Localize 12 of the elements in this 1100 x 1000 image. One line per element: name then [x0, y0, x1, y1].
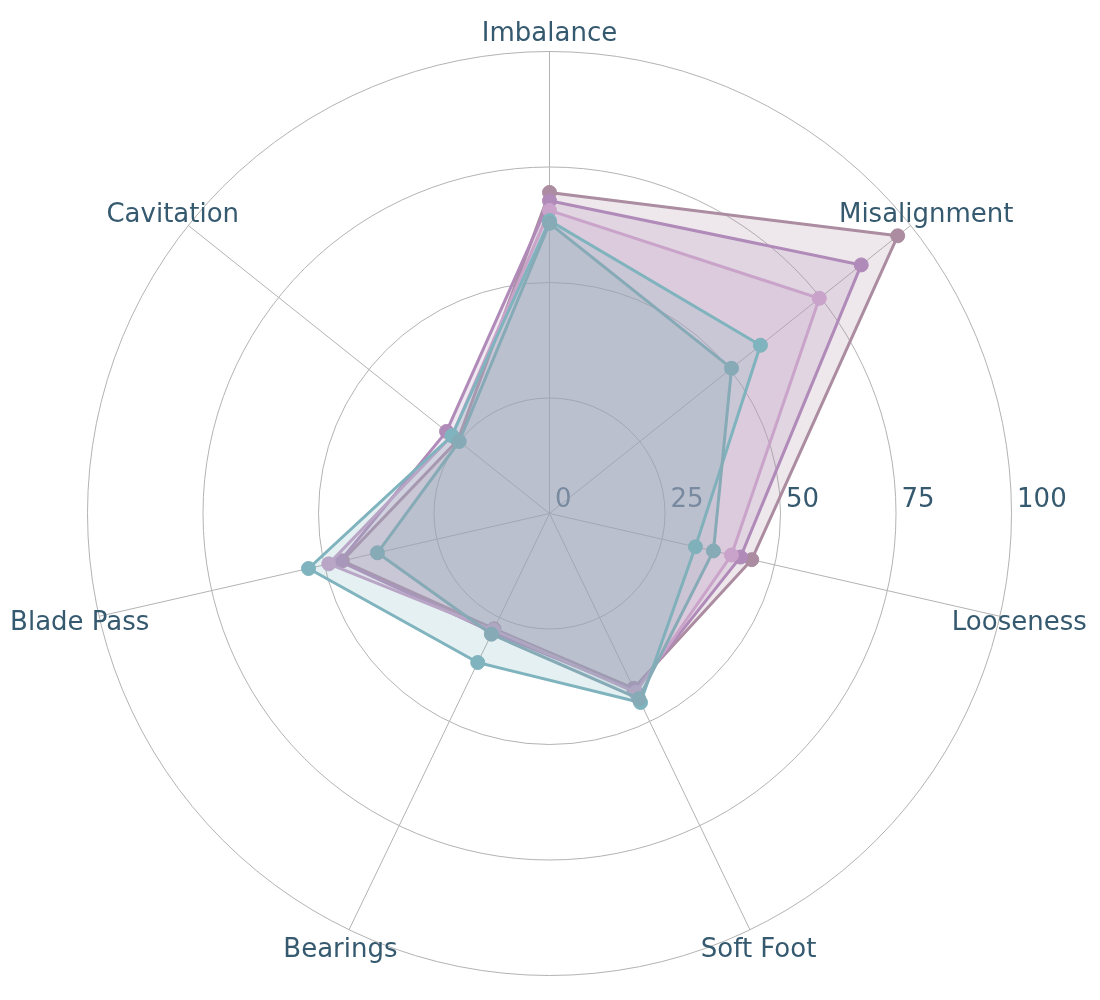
spoke-label: Looseness [951, 605, 1087, 636]
y-tick-label: 25 [670, 483, 704, 514]
spoke-label: Soft Foot [700, 932, 817, 963]
spoke-label: Bearings [283, 932, 398, 963]
spoke-label: Cavitation [106, 198, 240, 229]
y-tick-label: 100 [1017, 483, 1067, 514]
y-tick-label: 50 [786, 483, 820, 514]
spoke-label: Imbalance [481, 16, 618, 47]
y-tick-label: 75 [901, 483, 935, 514]
y-tick-label: 0 [555, 483, 572, 514]
spoke-label: Misalignment [838, 198, 1014, 229]
spoke-label: Blade Pass [10, 605, 150, 636]
